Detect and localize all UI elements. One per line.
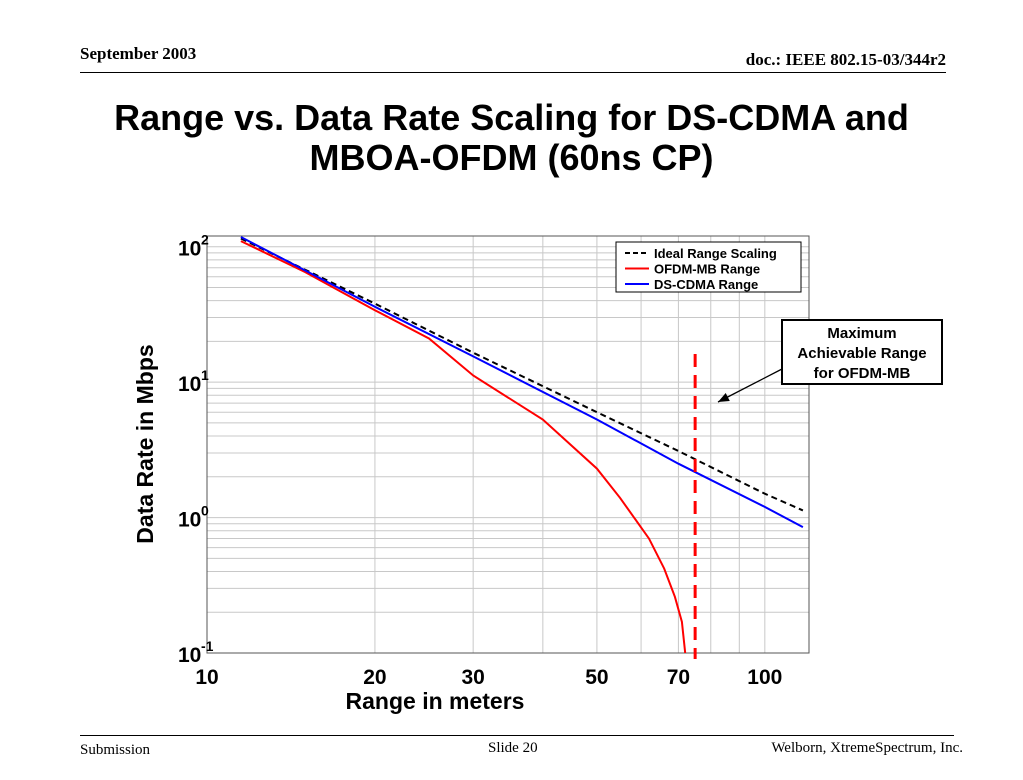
legend-entry-2: DS-CDMA Range bbox=[654, 277, 758, 292]
series-line-2 bbox=[240, 236, 804, 528]
slide-title-line-2: MBOA-OFDM (60ns CP) bbox=[309, 137, 714, 178]
series-line-0 bbox=[240, 237, 804, 512]
x-tick-label: 30 bbox=[461, 666, 484, 689]
x-axis-label: Range in meters bbox=[346, 688, 525, 714]
y-tick-exponent: 0 bbox=[201, 503, 209, 519]
annotation-box bbox=[781, 319, 943, 385]
slide-title-line-1: Range vs. Data Rate Scaling for DS-CDMA … bbox=[114, 97, 909, 138]
slide-title: Range vs. Data Rate Scaling for DS-CDMA … bbox=[0, 98, 1023, 178]
y-tick-label: 10 bbox=[178, 509, 201, 532]
x-tick-label: 10 bbox=[195, 666, 218, 689]
annotation-arrowhead bbox=[718, 393, 730, 402]
plot-area bbox=[207, 236, 809, 653]
y-axis-label: Data Rate in Mbps bbox=[132, 344, 158, 543]
annotation-line-2: for OFDM-MB bbox=[814, 365, 911, 382]
footer-author: Welborn, XtremeSpectrum, Inc. bbox=[771, 740, 963, 756]
y-tick-label: 10 bbox=[178, 238, 201, 261]
annotation-line-1: Achievable Range bbox=[797, 345, 926, 362]
footer-slide-number: Slide 20 bbox=[488, 740, 538, 756]
plot-frame bbox=[206, 235, 810, 654]
x-tick-label: 100 bbox=[747, 666, 782, 689]
x-tick-label: 20 bbox=[363, 666, 386, 689]
y-tick-exponent: 2 bbox=[201, 232, 209, 248]
y-tick-label: 10 bbox=[178, 373, 201, 396]
series-line-1 bbox=[240, 240, 687, 654]
header-doc-id: doc.: IEEE 802.15-03/344r2 bbox=[745, 50, 946, 69]
y-tick-label: 10 bbox=[178, 644, 201, 667]
footer-divider bbox=[80, 735, 954, 736]
y-tick-exponent: 1 bbox=[201, 367, 209, 383]
header-date: September 2003 bbox=[80, 44, 197, 63]
annotation-line-0: Maximum bbox=[827, 325, 896, 342]
legend-entry-1: OFDM-MB Range bbox=[654, 262, 760, 277]
y-tick-exponent: -1 bbox=[201, 638, 214, 654]
header-divider bbox=[80, 72, 946, 73]
annotation-arrow-line bbox=[717, 368, 783, 403]
legend-entry-0: Ideal Range Scaling bbox=[654, 246, 777, 261]
footer-submission: Submission bbox=[80, 742, 151, 758]
x-tick-label: 50 bbox=[585, 666, 608, 689]
x-tick-label: 70 bbox=[667, 666, 690, 689]
